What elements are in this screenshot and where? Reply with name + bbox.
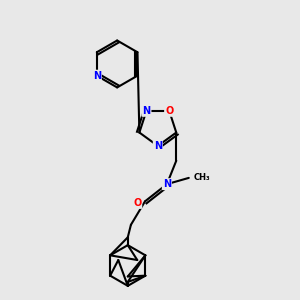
Text: N: N (154, 141, 162, 151)
Text: O: O (133, 198, 141, 208)
Text: O: O (165, 106, 173, 116)
Text: CH₃: CH₃ (194, 173, 210, 182)
Text: N: N (163, 179, 171, 189)
Text: N: N (142, 106, 151, 116)
Text: N: N (93, 71, 101, 81)
